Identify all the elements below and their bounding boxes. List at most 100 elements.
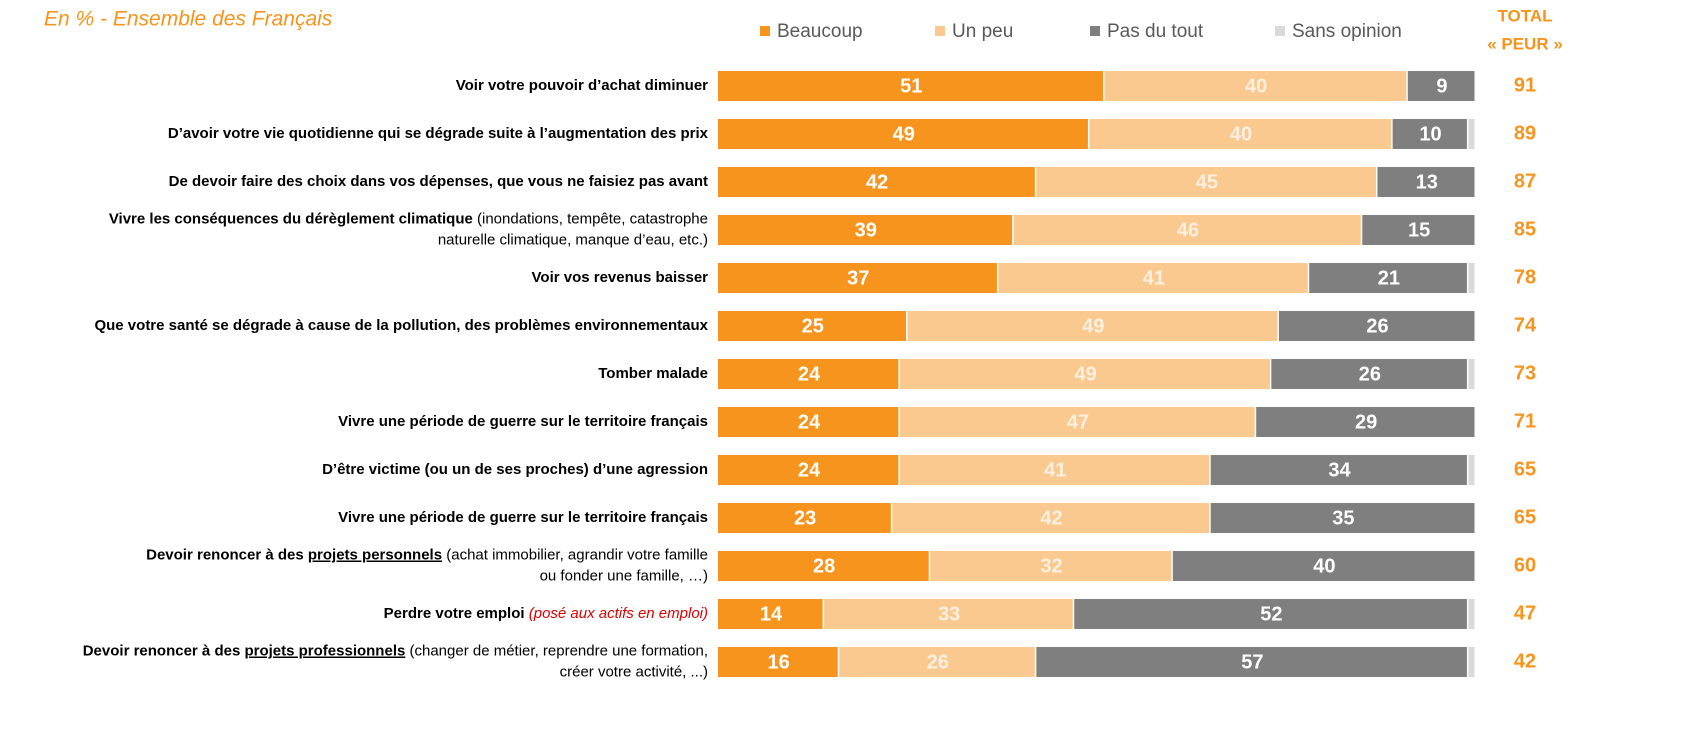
bar-segment — [1468, 119, 1475, 149]
value-label: 40 — [1245, 75, 1267, 97]
bar-segment — [718, 215, 1013, 245]
bar-segment — [1271, 359, 1467, 389]
value-label: 15 — [1408, 219, 1430, 241]
category-label-part: Perdre votre emploi — [384, 605, 529, 622]
total-value: 89 — [1514, 122, 1536, 144]
value-label: 14 — [760, 603, 783, 625]
value-label: 41 — [1143, 267, 1165, 289]
value-label: 45 — [1196, 171, 1218, 193]
category-label-part: Vivre une période de guerre sur le terri… — [338, 509, 708, 526]
value-label: 49 — [893, 123, 915, 145]
bar-segment — [1392, 119, 1467, 149]
value-label: 33 — [938, 603, 960, 625]
category-label: Perdre votre emploi (posé aux actifs en … — [384, 605, 708, 622]
value-label: 9 — [1436, 75, 1447, 97]
category-label-part: ou fonder une famille, …) — [540, 567, 708, 584]
bar-segment — [718, 311, 906, 341]
value-label: 40 — [1230, 123, 1252, 145]
value-label: 26 — [927, 651, 949, 673]
value-label: 1 — [1459, 657, 1465, 669]
category-label: Vivre une période de guerre sur le terri… — [338, 413, 708, 430]
bar-segment — [1362, 215, 1475, 245]
value-label: 46 — [1177, 219, 1199, 241]
value-label: 10 — [1419, 123, 1441, 145]
value-label: 26 — [1366, 315, 1388, 337]
legend-label: Sans opinion — [1292, 21, 1402, 42]
category-label-part: Vivre une période de guerre sur le terri… — [338, 413, 708, 430]
category-label: Tomber malade — [598, 365, 708, 382]
value-label: 23 — [794, 507, 816, 529]
bar-segment — [1468, 599, 1475, 629]
bar-segment — [1256, 407, 1475, 437]
value-label: 24 — [798, 411, 821, 433]
total-title: TOTAL — [1497, 6, 1552, 25]
total-title: « PEUR » — [1487, 34, 1563, 53]
value-label: 34 — [1328, 459, 1351, 481]
category-label: De devoir faire des choix dans vos dépen… — [169, 173, 708, 190]
category-label-part: projets professionnels — [244, 642, 405, 659]
total-value: 60 — [1514, 554, 1536, 576]
bar-segment — [1309, 263, 1467, 293]
value-label: 51 — [900, 75, 922, 97]
bar-segment — [1468, 359, 1475, 389]
category-label-part: Vivre les conséquences du dérèglement cl… — [109, 210, 473, 227]
legend-label: Un peu — [952, 21, 1013, 42]
category-label-part: De devoir faire des choix dans vos dépen… — [169, 173, 708, 190]
bar-segment — [1468, 647, 1475, 677]
bar-segment — [1036, 167, 1376, 197]
category-label: Devoir renoncer à des projets profession… — [83, 642, 708, 659]
category-label: créer votre activité, ...) — [560, 663, 708, 680]
category-label-part: (posé aux actifs en emploi) — [529, 605, 708, 622]
bar-segment — [824, 599, 1073, 629]
category-label: Devoir renoncer à des projets personnels… — [146, 546, 708, 563]
value-label: 13 — [1416, 171, 1438, 193]
bar-segment — [1468, 455, 1475, 485]
value-label: 24 — [798, 363, 821, 385]
category-label-part: créer votre activité, ...) — [560, 663, 708, 680]
bar-segment — [1210, 503, 1475, 533]
bar-segment — [1377, 167, 1475, 197]
value-label: 42 — [1040, 507, 1062, 529]
bar-segment — [718, 503, 891, 533]
total-value: 73 — [1514, 362, 1536, 384]
category-label-part: Que votre santé se dégrade à cause de la… — [94, 317, 708, 334]
bar-segment — [899, 407, 1255, 437]
bar-segment — [1407, 71, 1475, 101]
bar-segment — [899, 455, 1210, 485]
category-label: naturelle climatique, manque d’eau, etc.… — [438, 231, 708, 248]
category-label-part: Voir vos revenus baisser — [532, 269, 709, 286]
value-label: 40 — [1313, 555, 1335, 577]
bar-segment — [1468, 263, 1475, 293]
value-label: 26 — [1359, 363, 1381, 385]
category-label-part: naturelle climatique, manque d’eau, etc.… — [438, 231, 708, 248]
category-label-part: D’être victime (ou un de ses proches) d’… — [322, 461, 708, 478]
category-label-part: projets personnels — [308, 546, 442, 563]
value-label: 52 — [1260, 603, 1282, 625]
category-label: Voir votre pouvoir d’achat diminuer — [456, 77, 708, 94]
value-label: 1 — [1459, 609, 1465, 621]
bar-segment — [1089, 119, 1392, 149]
bar-segment — [718, 455, 899, 485]
value-label: 41 — [1044, 459, 1066, 481]
total-value: 78 — [1514, 266, 1536, 288]
subtitle: En % - Ensemble des Français — [44, 8, 333, 31]
value-label: 47 — [1067, 411, 1089, 433]
bar-segment — [718, 263, 997, 293]
legend-swatch — [935, 26, 945, 36]
value-label: 37 — [847, 267, 869, 289]
value-label: 39 — [855, 219, 877, 241]
value-label: 1 — [1459, 129, 1465, 141]
bar-segment — [839, 647, 1035, 677]
legend-swatch — [760, 26, 770, 36]
bar-segment — [1074, 599, 1467, 629]
value-label: 1 — [1459, 465, 1465, 477]
category-label-part: Devoir renoncer à des — [83, 642, 245, 659]
category-label: Vivre une période de guerre sur le terri… — [338, 509, 708, 526]
category-label-part: Voir votre pouvoir d’achat diminuer — [456, 77, 708, 94]
total-value: 74 — [1514, 314, 1537, 336]
category-label: Que votre santé se dégrade à cause de la… — [94, 317, 708, 334]
legend-swatch — [1275, 26, 1285, 36]
value-label: 32 — [1040, 555, 1062, 577]
value-label: 24 — [798, 459, 821, 481]
category-label-part: Devoir renoncer à des — [146, 546, 308, 563]
